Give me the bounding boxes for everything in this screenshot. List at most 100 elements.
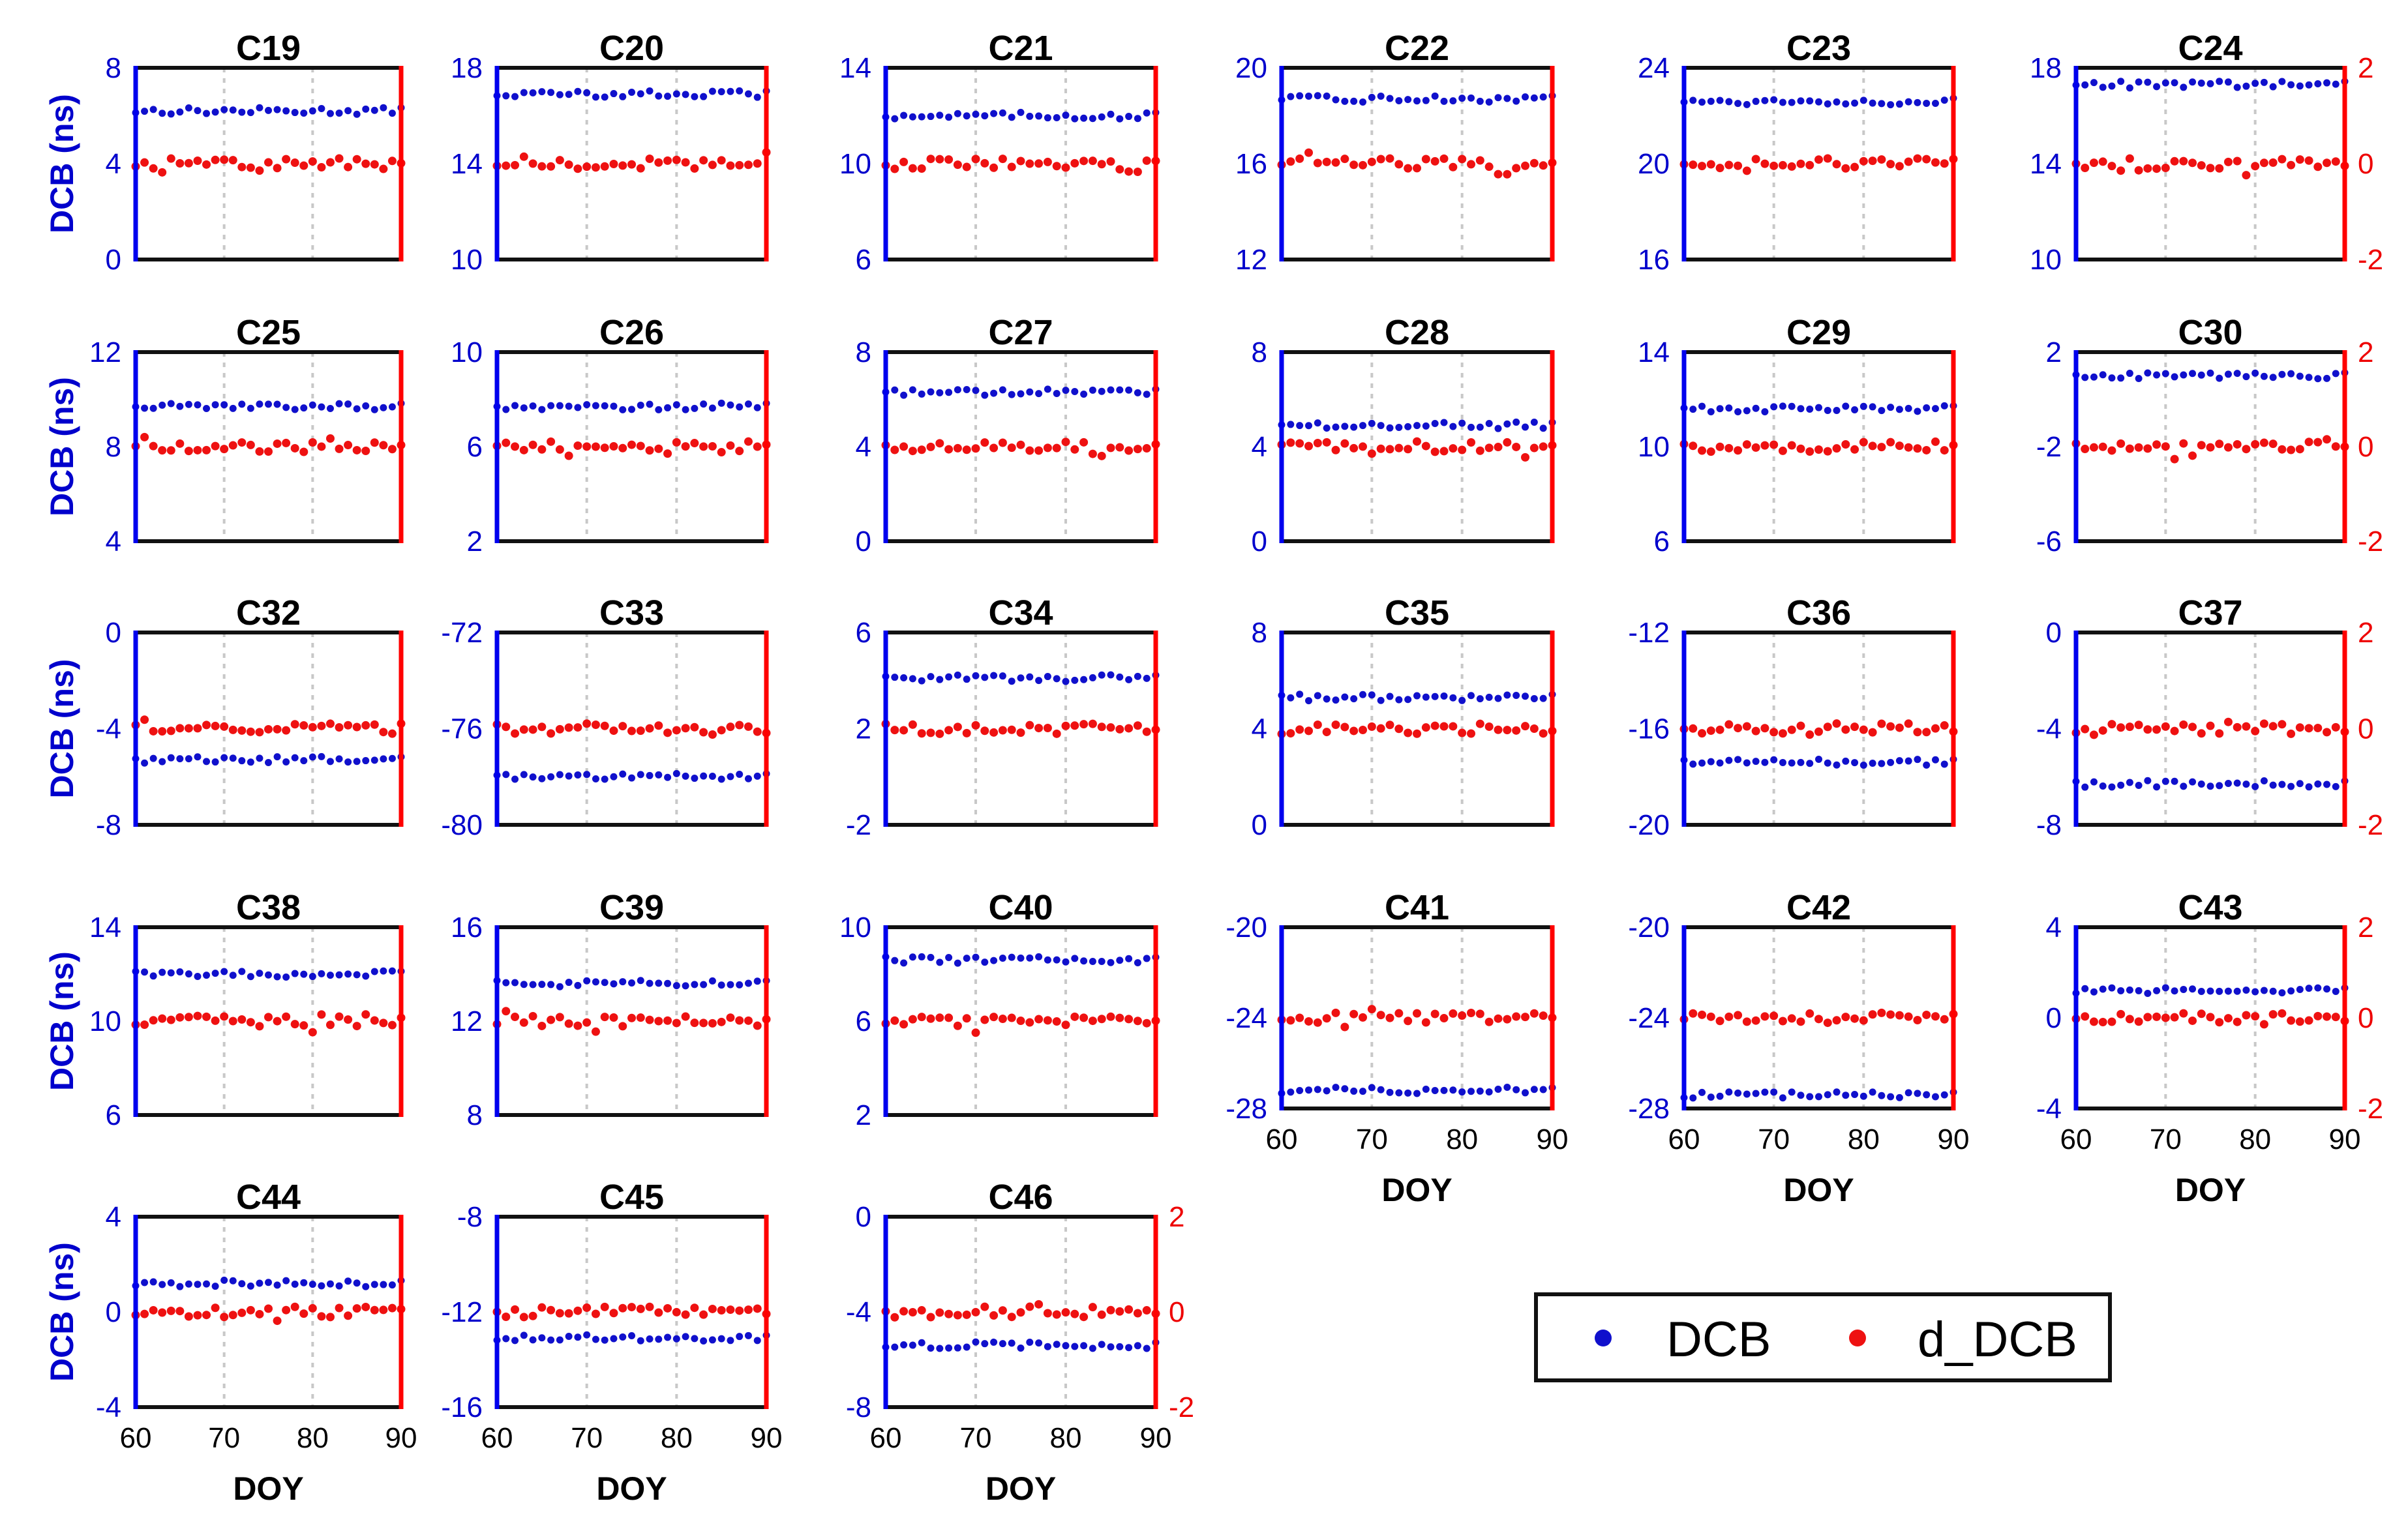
dcb-point [1026, 388, 1034, 396]
d-dcb-point [166, 1015, 175, 1024]
d-dcb-point [2215, 1018, 2224, 1027]
d-dcb-point [1097, 722, 1106, 732]
dcb-point [1314, 419, 1321, 427]
dcb-point [727, 87, 734, 95]
dcb-point [1522, 692, 1529, 700]
dcb-point [335, 109, 343, 117]
y-tick-label: 6 [856, 1005, 871, 1037]
dcb-point [1107, 110, 1115, 118]
dcb-point [1350, 423, 1358, 431]
dcb-point [717, 981, 725, 989]
dcb-point [1332, 1084, 1340, 1092]
dcb-point [619, 978, 627, 986]
d-dcb-point [193, 1011, 202, 1020]
x-tick-label: 80 [661, 1422, 693, 1454]
d-dcb-point [1413, 1009, 1421, 1018]
d-dcb-point [1940, 446, 1949, 455]
d-dcb-point [699, 728, 708, 737]
dcb-point [1098, 958, 1106, 966]
dcb-point [2171, 373, 2178, 381]
dcb-point [972, 1338, 980, 1346]
dcb-point [1539, 93, 1547, 101]
d-dcb-point [753, 1021, 762, 1030]
d-dcb-point [2278, 720, 2287, 729]
d-dcb-point [211, 1016, 220, 1025]
d-dcb-point [1430, 1009, 1439, 1018]
dcb-point [1287, 694, 1295, 702]
d-dcb-point [708, 1018, 717, 1028]
dcb-point [2233, 83, 2241, 91]
dcb-point [1494, 94, 1502, 102]
d-dcb-point [908, 1015, 917, 1024]
dcb-point [1940, 97, 1948, 104]
dcb-point [2216, 374, 2223, 382]
dcb-point [717, 1335, 725, 1343]
dcb-point [592, 1335, 599, 1343]
d-dcb-point [528, 725, 537, 734]
d-dcb-point [699, 156, 708, 165]
dcb-point [1350, 97, 1358, 105]
dcb-point [918, 1339, 926, 1346]
d-dcb-point [1106, 1305, 1115, 1315]
dcb-point [682, 982, 689, 990]
d-dcb-point [2116, 723, 2126, 732]
y-tick-label: 4 [2046, 912, 2062, 944]
dcb-point [335, 400, 343, 408]
dcb-point [1332, 696, 1340, 704]
d-dcb-point [1521, 453, 1529, 462]
y-axis-label: DCB (ns) [44, 659, 80, 799]
d-dcb-point [220, 1313, 229, 1322]
dcb-point [1386, 95, 1394, 102]
dcb-point [592, 775, 599, 782]
d-dcb-point [1097, 160, 1106, 169]
d-dcb-point [1689, 441, 1698, 451]
d-dcb-point [1904, 719, 1913, 728]
d-dcb-point [2161, 1013, 2170, 1022]
dcb-point [1413, 97, 1421, 105]
dcb-point [520, 1331, 528, 1339]
y-tick-label: 4 [856, 431, 871, 463]
right-tick-label: 2 [2358, 52, 2373, 84]
dcb-point [708, 772, 716, 780]
dcb-point [727, 1337, 734, 1345]
dcb-point [1806, 1093, 1814, 1101]
d-dcb-point [681, 724, 690, 733]
y-tick-label: 14 [1638, 336, 1670, 368]
d-dcb-point [2152, 164, 2161, 173]
dcb-point [700, 400, 708, 408]
d-dcb-point [1769, 440, 1779, 449]
dcb-point [954, 959, 961, 967]
dcb-point [954, 386, 961, 394]
d-dcb-point [1007, 162, 1016, 171]
d-dcb-point [1133, 1017, 1142, 1026]
dcb-point [990, 957, 998, 964]
d-dcb-point [1376, 444, 1385, 453]
d-dcb-point [1106, 443, 1115, 453]
d-dcb-point [352, 445, 361, 454]
d-dcb-point [1859, 156, 1868, 166]
d-dcb-point [1079, 1013, 1089, 1022]
dcb-point [574, 981, 582, 989]
dcb-point [1359, 1088, 1366, 1095]
dcb-point [1395, 423, 1403, 431]
d-dcb-point [273, 1316, 282, 1326]
dcb-point [1734, 100, 1742, 108]
y-tick-label: -12 [1628, 617, 1670, 649]
dcb-point [2305, 81, 2313, 89]
dcb-point [529, 773, 537, 781]
d-dcb-point [1724, 720, 1734, 729]
d-dcb-point [1034, 446, 1044, 455]
dcb-point [309, 107, 316, 115]
panel-title: C44 [236, 1178, 301, 1217]
d-dcb-point [672, 1018, 681, 1028]
dcb-point [2081, 783, 2089, 791]
x-tick-label: 80 [1050, 1422, 1082, 1454]
right-tick-label: 0 [2358, 431, 2373, 463]
d-dcb-point [158, 168, 167, 177]
dcb-point [2269, 83, 2277, 91]
d-dcb-point [2313, 723, 2323, 732]
dcb-point [273, 753, 281, 761]
dcb-point [1134, 672, 1141, 680]
